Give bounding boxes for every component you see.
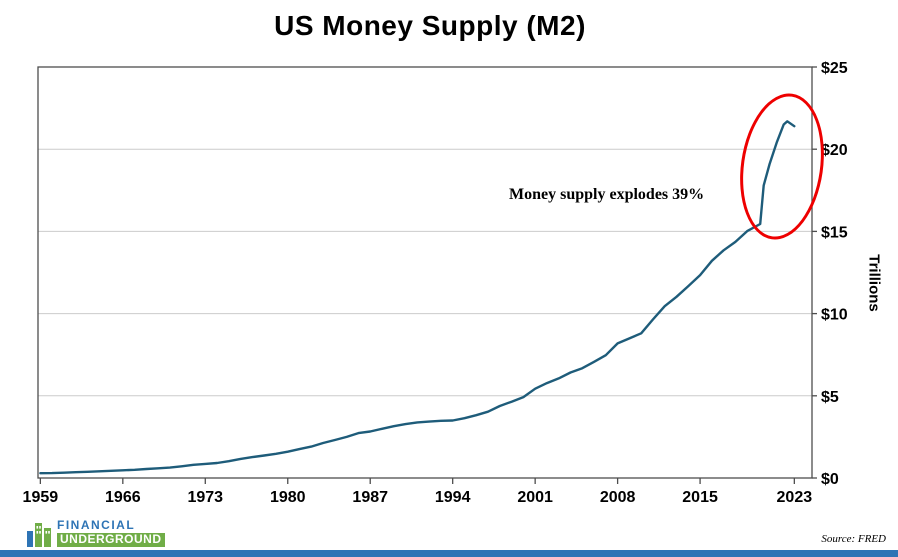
footer-accent-bar [0, 550, 898, 557]
x-tick-label: 1980 [270, 489, 306, 506]
x-tick-label: 1966 [105, 489, 141, 506]
logo-line-underground: UNDERGROUND [57, 532, 165, 547]
y-tick-label: $0 [821, 471, 839, 488]
x-tick-label: 1973 [187, 489, 223, 506]
logo-text: FINANCIAL UNDERGROUND [57, 518, 165, 547]
financial-underground-logo: FINANCIAL UNDERGROUND [26, 518, 165, 547]
logo-line-financial: FINANCIAL [57, 518, 136, 533]
x-tick-label: 1959 [23, 489, 59, 506]
y-tick-label: $20 [821, 142, 848, 159]
y-tick-label: $10 [821, 307, 848, 324]
y-tick-label: $25 [821, 60, 848, 77]
plot-border [37, 66, 813, 479]
chart-title: US Money Supply (M2) [274, 10, 586, 41]
y-tick-label: $15 [821, 224, 848, 241]
x-tick-label: 1987 [352, 489, 388, 506]
y-axis-title: Trillions [865, 254, 883, 312]
x-tick-label: 1994 [435, 489, 471, 506]
spike-annotation-text: Money supply explodes 39% [509, 186, 705, 203]
x-tick-label: 2015 [682, 489, 718, 506]
y-tick-label: $5 [821, 389, 839, 406]
logo-buildings-icon [27, 523, 51, 547]
m2-series-line [39, 120, 796, 475]
x-tick-label: 2008 [600, 489, 636, 506]
x-tick-label: 2023 [777, 489, 813, 506]
source-credit: Source: FRED [821, 533, 886, 545]
x-tick-label: 2001 [517, 489, 553, 506]
